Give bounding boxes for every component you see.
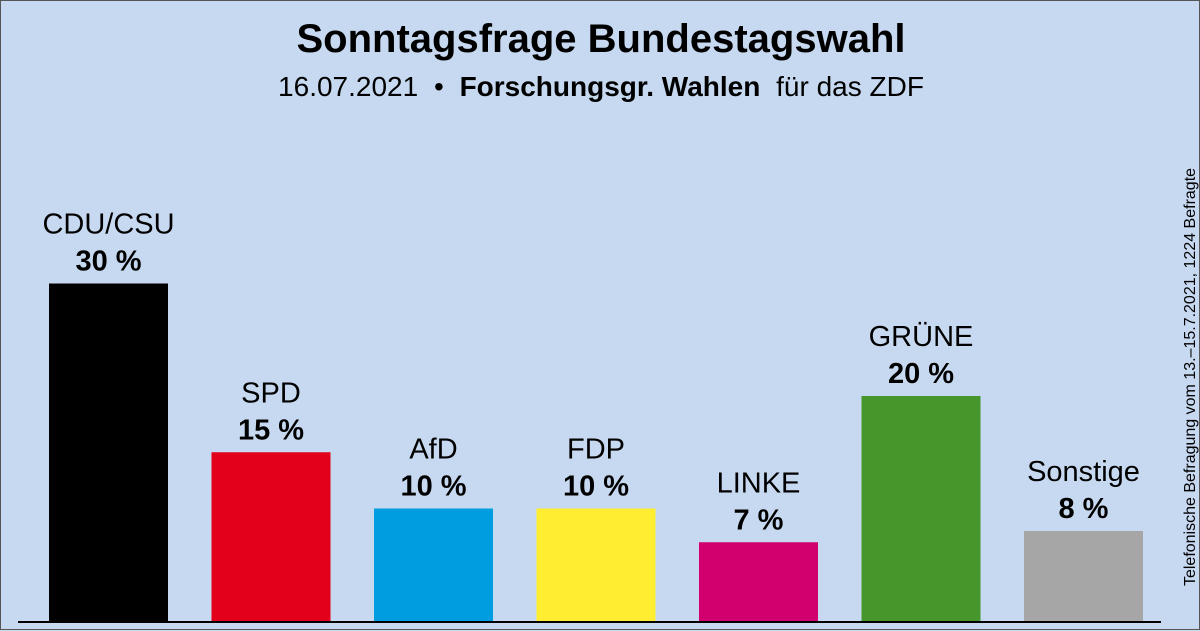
bar-6 (1024, 531, 1143, 621)
category-label-0: CDU/CSU (42, 209, 174, 241)
bar-0 (49, 283, 168, 621)
subtitle-institute: Forschungsgr. Wahlen (460, 71, 761, 102)
chart-subtitle: 16.07.2021 • Forschungsgr. Wahlen für da… (278, 71, 924, 102)
bar-2 (374, 508, 493, 621)
chart-title: Sonntagsfrage Bundestagswahl (297, 17, 906, 61)
value-label-0: 30 % (75, 246, 141, 278)
bars-group: 30 % CDU/CSU 15 % SPD 10 % AfD 10 % FDP 7 % LINKE… (42, 209, 1143, 621)
bar-4 (699, 542, 818, 621)
subtitle-date: 16.07.2021 (278, 71, 418, 102)
value-label-3: 10 % (563, 471, 629, 503)
subtitle-suffix: für das ZDF (776, 71, 924, 102)
category-label-5: GRÜNE (869, 321, 974, 353)
category-label-4: LINKE (717, 467, 801, 499)
category-label-3: FDP (567, 434, 625, 466)
bar-5 (861, 396, 981, 621)
category-label-1: SPD (241, 377, 301, 409)
category-label-2: AfD (409, 434, 457, 466)
bar-1 (211, 452, 331, 621)
category-label-6: Sonstige (1027, 456, 1140, 488)
bar-3 (536, 508, 656, 621)
subtitle-separator: • (434, 71, 444, 102)
method-note: Telefonische Befragung vom 13.–15.7.2021… (1182, 168, 1199, 586)
value-label-1: 15 % (238, 414, 304, 446)
value-label-2: 10 % (400, 471, 466, 503)
value-label-6: 8 % (1059, 493, 1109, 525)
value-label-5: 20 % (888, 358, 954, 390)
value-label-4: 7 % (734, 504, 784, 536)
